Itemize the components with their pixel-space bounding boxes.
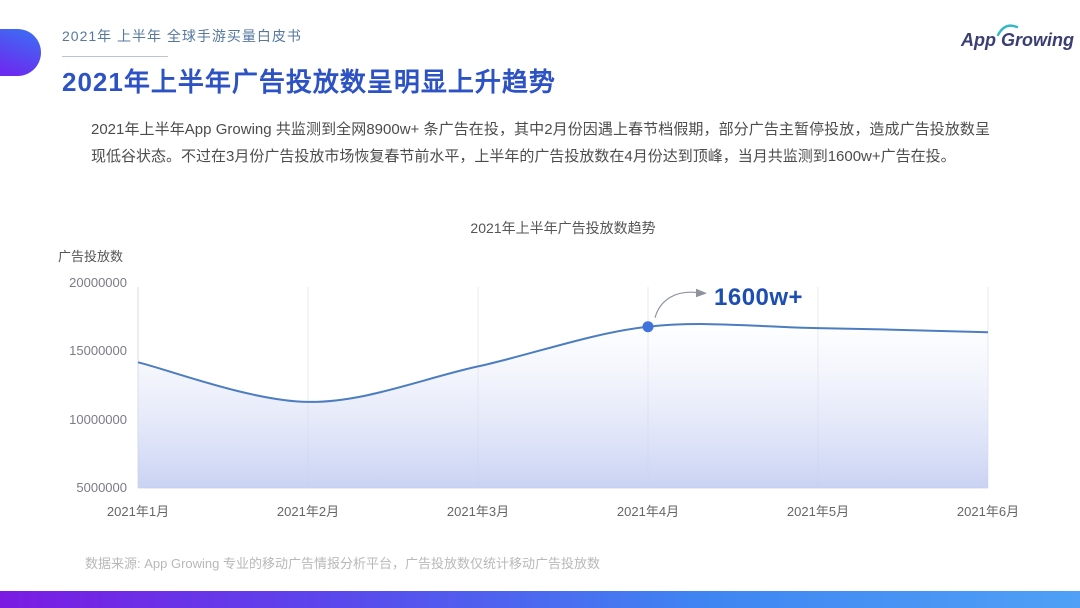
trend-line	[137, 323, 989, 403]
eyebrow-divider	[62, 56, 168, 57]
y-tick-label: 5000000	[76, 480, 127, 495]
x-tick-label: 2021年1月	[106, 504, 170, 519]
peak-data-point	[642, 321, 654, 333]
logo-swoosh-icon	[997, 24, 1019, 37]
logo-word-app: App	[961, 30, 996, 50]
app-growing-logo: App Growing	[961, 24, 1074, 51]
x-tick-label: 2021年4月	[616, 504, 680, 519]
intro-paragraph: 2021年上半年App Growing 共监测到全网8900w+ 条广告在投，其…	[91, 121, 990, 165]
bottom-gradient-bar	[0, 591, 1080, 608]
x-tick-label: 2021年5月	[786, 504, 850, 519]
x-tick-label: 2021年6月	[956, 504, 1020, 519]
y-tick-label: 15000000	[69, 343, 127, 359]
corner-accent-shape	[0, 29, 41, 76]
data-source-note: 数据来源: App Growing 专业的移动广告情报分析平台，广告投放数仅统计…	[85, 556, 600, 571]
y-axis-label: 广告投放数	[58, 249, 124, 264]
x-tick-label: 2021年2月	[276, 504, 340, 519]
peak-annotation: 1600w+	[714, 283, 804, 311]
logo-word-growing: Growing	[1001, 30, 1074, 50]
annotation-arrow	[654, 291, 699, 318]
area-fill	[138, 324, 988, 488]
y-tick-label: 20000000	[69, 275, 127, 290]
chart-title: 2021年上半年广告投放数趋势	[470, 220, 656, 236]
page-title: 2021年上半年广告投放数呈明显上升趋势	[62, 67, 556, 97]
report-eyebrow: 2021年 上半年 全球手游买量白皮书	[62, 28, 302, 44]
x-tick-label: 2021年3月	[446, 504, 510, 519]
y-tick-label: 10000000	[69, 411, 127, 427]
annotation-arrowhead	[696, 288, 707, 298]
